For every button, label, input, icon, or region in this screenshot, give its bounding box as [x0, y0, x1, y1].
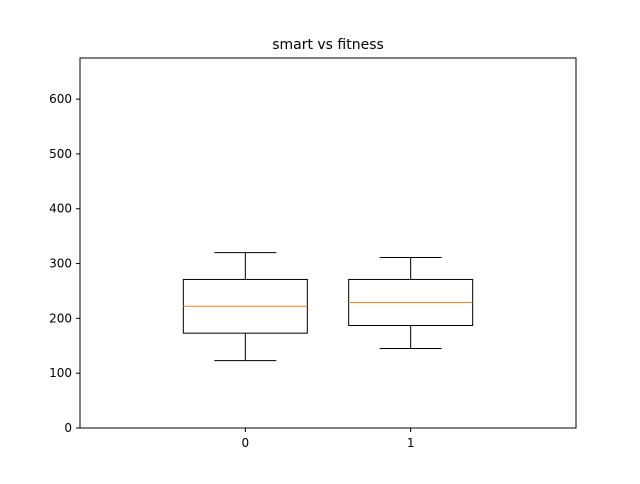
y-tick-label: 200: [49, 311, 72, 325]
y-tick-label: 400: [49, 202, 72, 216]
plot-frame: [79, 57, 577, 429]
y-axis: 0 100 200 300 400 500 600: [49, 92, 80, 435]
x-tick-label: 0: [242, 436, 250, 450]
y-tick-label: 300: [49, 257, 72, 271]
boxes-group: [182, 252, 474, 362]
x-tick-label: 1: [407, 436, 415, 450]
y-tick-label: 0: [64, 421, 72, 435]
y-tick-label: 600: [49, 92, 72, 106]
y-tick-label: 500: [49, 147, 72, 161]
y-tick-label: 100: [49, 366, 72, 380]
chart-title: smart vs fitness: [272, 37, 384, 53]
